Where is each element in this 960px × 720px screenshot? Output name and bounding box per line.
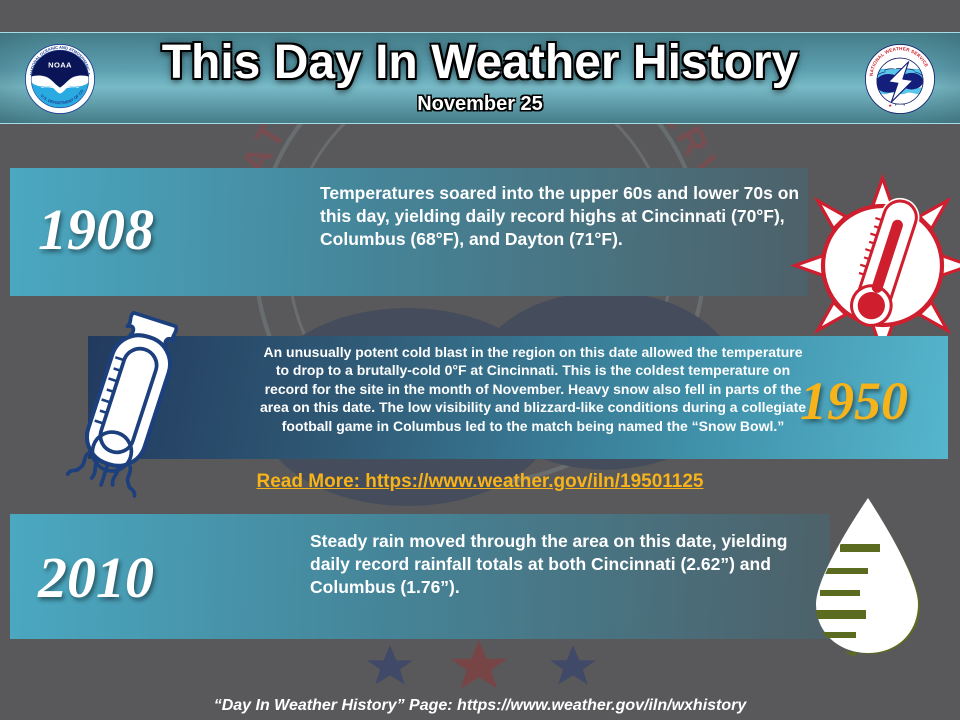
svg-text:NOAA: NOAA [48, 60, 72, 69]
